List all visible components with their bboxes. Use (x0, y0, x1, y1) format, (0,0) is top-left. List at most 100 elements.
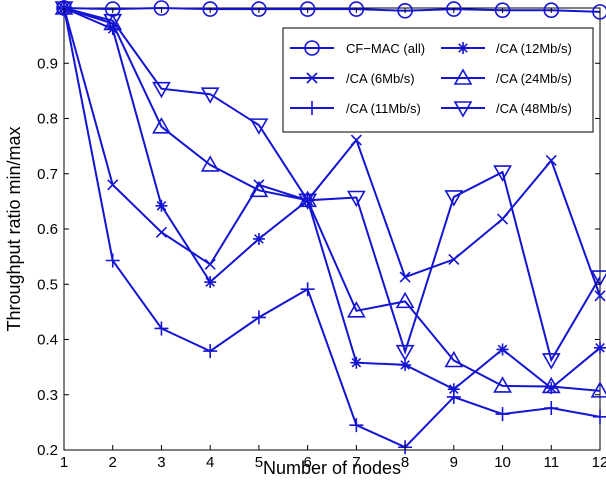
data-point (349, 418, 364, 433)
x-tick-label: 9 (450, 454, 458, 471)
marker-triangle-up (453, 68, 473, 85)
data-point (154, 321, 169, 336)
data-point (444, 350, 464, 368)
series-6 (54, 1, 606, 370)
marker-triangle-down (103, 13, 123, 31)
marker-x (350, 134, 362, 146)
marker-circle (202, 1, 218, 17)
data-point (155, 226, 168, 238)
data-point (495, 407, 510, 422)
marker-plus (593, 409, 606, 424)
data-point (594, 341, 606, 354)
marker-circle (251, 1, 267, 17)
legend-label: /CA (48Mb/s) (496, 101, 572, 116)
x-tick-label: 4 (206, 454, 214, 471)
x-tick-label: 5 (255, 454, 263, 471)
marker-triangle-down (298, 193, 318, 210)
data-point (54, 0, 74, 15)
x-tick-label: 3 (157, 454, 165, 471)
x-tick-label: 7 (352, 454, 360, 471)
marker-triangle-down (346, 190, 366, 208)
y-tick-label: 0.2 (37, 442, 58, 459)
marker-circle (348, 1, 365, 17)
marker-triangle-down (395, 344, 415, 362)
data-point (249, 180, 269, 198)
marker-triangle-down (200, 87, 220, 104)
series-line (63, 7, 601, 297)
series-line (63, 7, 601, 392)
marker-triangle-down (453, 101, 473, 118)
y-tick-label: 0.4 (37, 332, 58, 349)
marker-star (252, 232, 265, 245)
marker-circle (446, 1, 462, 17)
x-tick-label: 10 (494, 454, 511, 471)
marker-x (306, 72, 318, 84)
marker-plus (251, 310, 266, 325)
legend-marker (306, 72, 318, 84)
x-tick-label: 6 (303, 454, 311, 471)
data-point (152, 81, 171, 99)
data-point (153, 0, 170, 16)
marker-circle (494, 2, 511, 19)
data-point (298, 193, 318, 210)
marker-x (399, 271, 411, 283)
data-point (251, 310, 266, 325)
data-point (447, 383, 460, 396)
marker-star (457, 42, 469, 54)
data-point (493, 165, 512, 182)
series-line (63, 6, 601, 13)
marker-plus (154, 321, 169, 336)
data-point (251, 1, 267, 17)
data-point (107, 179, 119, 191)
data-point (200, 155, 220, 172)
data-point (590, 270, 606, 287)
legend-entry: CF−MAC (all) (290, 40, 425, 56)
y-tick-label: 0.6 (37, 221, 58, 238)
data-point (346, 301, 366, 318)
marker-triangle-down (54, 1, 74, 18)
marker-x (204, 258, 216, 270)
data-point (544, 401, 559, 416)
marker-star (496, 343, 509, 356)
data-point (200, 87, 220, 104)
data-point (543, 2, 560, 19)
legend-label: CF−MAC (all) (346, 41, 425, 56)
marker-plus (203, 344, 218, 359)
legend-entry: /CA (11Mb/s) (290, 101, 421, 116)
marker-star (350, 356, 363, 369)
y-tick-label: 0.9 (37, 55, 58, 72)
data-point (395, 291, 415, 309)
marker-triangle-up (395, 291, 415, 309)
legend-label: /CA (24Mb/s) (496, 71, 572, 86)
data-point (496, 343, 509, 356)
marker-triangle-up (200, 155, 220, 172)
x-tick-label: 2 (109, 454, 117, 471)
marker-triangle-down (152, 81, 171, 99)
data-point (300, 282, 315, 297)
data-point (397, 2, 413, 19)
marker-plus (305, 101, 319, 115)
marker-triangle-down (249, 118, 269, 135)
marker-plus (349, 418, 364, 433)
legend: CF−MAC (all) /CA (6Mb/s) /CA (11Mb/s) /CA (… (282, 27, 594, 133)
legend-entry: /CA (48Mb/s) (441, 101, 572, 118)
data-point (103, 13, 123, 31)
data-point (446, 1, 462, 17)
data-point (399, 358, 412, 371)
data-point (54, 1, 74, 18)
legend-box (282, 27, 594, 133)
legend-entry: /CA (12Mb/s) (441, 41, 572, 56)
data-point (395, 344, 415, 362)
marker-triangle-up (249, 180, 269, 198)
marker-plus (105, 253, 120, 268)
marker-plus (495, 407, 510, 422)
series-line (63, 7, 601, 449)
legend-items: CF−MAC (all) /CA (6Mb/s) /CA (11Mb/s) /CA (… (290, 40, 572, 118)
data-point (105, 253, 120, 268)
marker-star (447, 383, 460, 396)
data-point (204, 276, 217, 289)
data-point (593, 409, 606, 424)
y-tick-label: 0.5 (37, 276, 58, 293)
y-tick-label: 0.7 (37, 166, 58, 183)
